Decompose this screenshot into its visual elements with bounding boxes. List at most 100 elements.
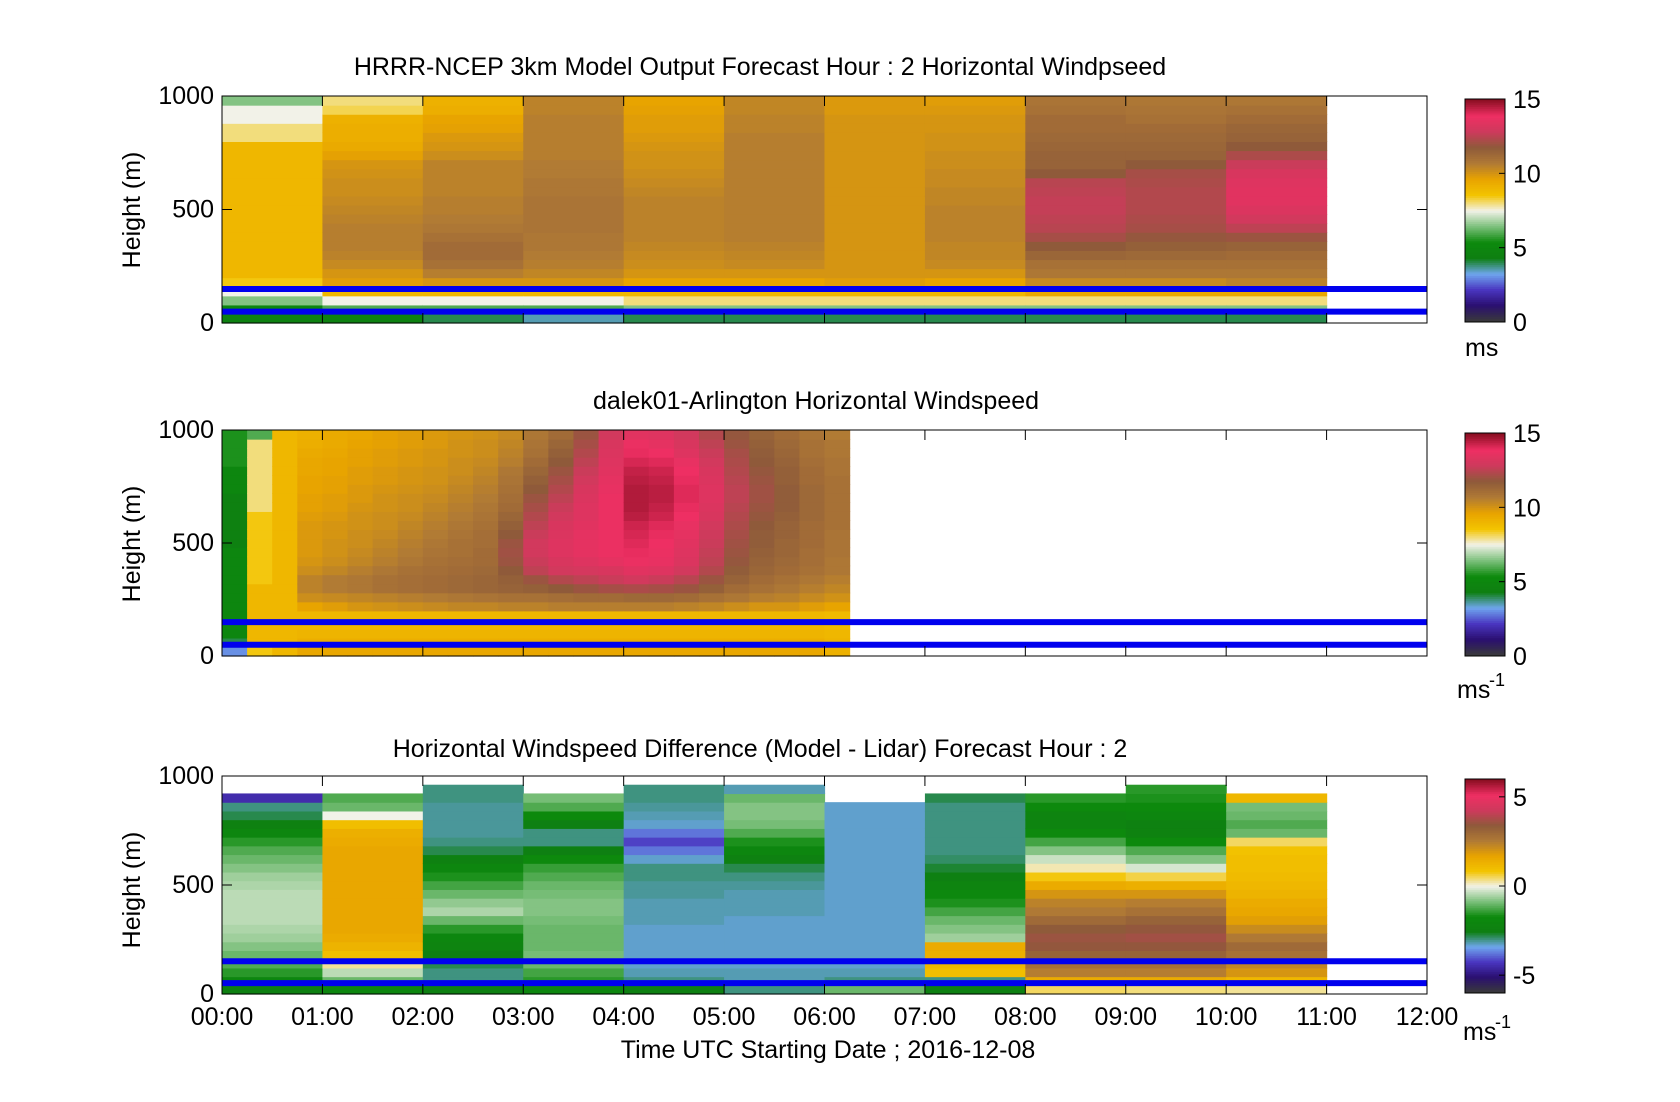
x-tick-label: 11:00	[1296, 1003, 1357, 1031]
lidar-windspeed-cell	[372, 475, 399, 485]
difference-colorbar-swatch	[1465, 987, 1505, 990]
model-windspeed-cell	[222, 195, 324, 206]
lidar-windspeed-colorbar-swatch	[1465, 592, 1505, 596]
lidar-windspeed-cell	[774, 430, 800, 440]
lidar-windspeed-cell	[247, 547, 273, 558]
difference-cell	[422, 854, 524, 864]
difference-cell	[623, 871, 725, 882]
lidar-windspeed-cell	[498, 565, 524, 576]
model-windspeed-colorbar-swatch	[1465, 188, 1505, 191]
difference-cell	[222, 837, 324, 847]
lidar-windspeed-cell	[724, 466, 750, 476]
lidar-windspeed-cell	[347, 466, 374, 476]
difference-cell	[422, 845, 524, 856]
model-windspeed-colorbar-swatch	[1465, 184, 1505, 187]
lidar-windspeed-cell	[698, 430, 725, 440]
lidar-windspeed-cell	[473, 520, 499, 531]
difference-cell	[322, 863, 424, 873]
model-windspeed-colorbar-swatch	[1465, 171, 1505, 174]
lidar-windspeed-cell	[397, 574, 424, 585]
model-windspeed-cell	[322, 123, 424, 133]
lidar-windspeed-cell	[322, 430, 349, 440]
lidar-windspeed-cell	[598, 538, 625, 549]
lidar-windspeed-cell	[724, 583, 750, 594]
lidar-windspeed-colorbar-swatch	[1465, 518, 1505, 521]
lidar-windspeed-cell	[749, 601, 775, 612]
model-windspeed-cell	[222, 159, 324, 170]
lidar-windspeed-cell	[824, 457, 851, 467]
lidar-windspeed-cell	[698, 511, 725, 521]
model-windspeed-cell	[1025, 223, 1127, 233]
difference-colorbar-swatch	[1465, 918, 1505, 921]
lidar-windspeed-cell	[749, 448, 775, 458]
difference-cell	[724, 837, 826, 847]
difference-cell	[322, 924, 424, 934]
model-windspeed-cell	[924, 168, 1026, 179]
lidar-windspeed-cell	[422, 466, 449, 476]
lidar-windspeed-cell	[749, 574, 775, 585]
model-windspeed-cell	[1025, 277, 1127, 288]
difference-cell	[824, 837, 926, 847]
lidar-windspeed-cell	[498, 556, 524, 567]
model-windspeed-cell	[623, 268, 725, 279]
difference-cell	[422, 898, 524, 908]
difference-colorbar-swatch	[1465, 896, 1505, 899]
model-windspeed-cell	[1226, 150, 1328, 161]
model-windspeed-cell	[1125, 159, 1227, 170]
lidar-windspeed-cell	[422, 610, 449, 621]
difference-cell	[322, 985, 424, 995]
lidar-windspeed-cell	[322, 520, 349, 531]
difference-colorbar-tick-label: -5	[1513, 962, 1535, 990]
lidar-windspeed-cell	[347, 448, 374, 458]
model-windspeed-cell	[523, 277, 625, 288]
model-windspeed-cell	[623, 150, 725, 161]
lidar-windspeed-cell	[573, 592, 600, 603]
model-windspeed-cell	[924, 204, 1026, 215]
difference-colorbar-swatch	[1465, 939, 1505, 942]
lidar-windspeed-cell	[623, 439, 650, 449]
lidar-windspeed-cell	[749, 457, 775, 467]
difference-cell	[422, 863, 524, 873]
lidar-windspeed-cell	[372, 628, 399, 639]
difference-cell	[824, 802, 926, 812]
lidar-windspeed-colorbar-swatch	[1465, 503, 1505, 506]
lidar-windspeed-cell	[824, 484, 851, 494]
model-windspeed-colorbar-swatch	[1465, 134, 1505, 137]
difference-cell	[322, 802, 424, 812]
model-windspeed-cell	[724, 295, 826, 306]
lidar-windspeed-cell	[598, 556, 625, 567]
lidar-windspeed-cell	[222, 556, 248, 567]
difference-cell	[1025, 863, 1127, 873]
lidar-windspeed-cell	[598, 493, 625, 503]
lidar-windspeed-cell	[774, 556, 800, 567]
lidar-windspeed-colorbar-swatch	[1465, 553, 1505, 557]
lidar-windspeed-cell	[573, 529, 600, 540]
lidar-windspeed-cell	[548, 529, 575, 540]
difference-colorbar-swatch	[1465, 971, 1505, 974]
difference-cell	[1125, 871, 1227, 882]
model-windspeed-colorbar-swatch	[1465, 310, 1505, 314]
model-windspeed-cell	[222, 250, 324, 261]
lidar-windspeed-cell	[799, 448, 826, 458]
model-windspeed-colorbar-swatch	[1465, 195, 1505, 198]
difference-colorbar-swatch	[1465, 864, 1505, 867]
lidar-windspeed-colorbar-swatch	[1465, 492, 1505, 495]
difference-colorbar-swatch	[1465, 985, 1505, 989]
model-windspeed-cell	[422, 268, 524, 279]
lidar-windspeed-cell	[799, 556, 826, 567]
lidar-windspeed-cell	[774, 601, 800, 612]
lidar-windspeed-cell	[573, 628, 600, 639]
difference-cell	[222, 898, 324, 908]
lidar-windspeed-cell	[222, 592, 248, 603]
difference-colorbar-unit: ms	[1463, 1018, 1496, 1046]
difference-colorbar-swatch	[1465, 811, 1505, 814]
difference-colorbar-tick-label: 5	[1513, 784, 1527, 812]
lidar-windspeed-colorbar-swatch	[1465, 511, 1505, 514]
lidar-windspeed-colorbar-swatch	[1465, 449, 1505, 453]
model-windspeed-cell	[322, 177, 424, 188]
difference-cell	[824, 863, 926, 873]
lidar-windspeed-colorbar-swatch	[1465, 524, 1505, 527]
model-windspeed-cell	[1025, 168, 1127, 179]
difference-cell	[924, 924, 1026, 934]
